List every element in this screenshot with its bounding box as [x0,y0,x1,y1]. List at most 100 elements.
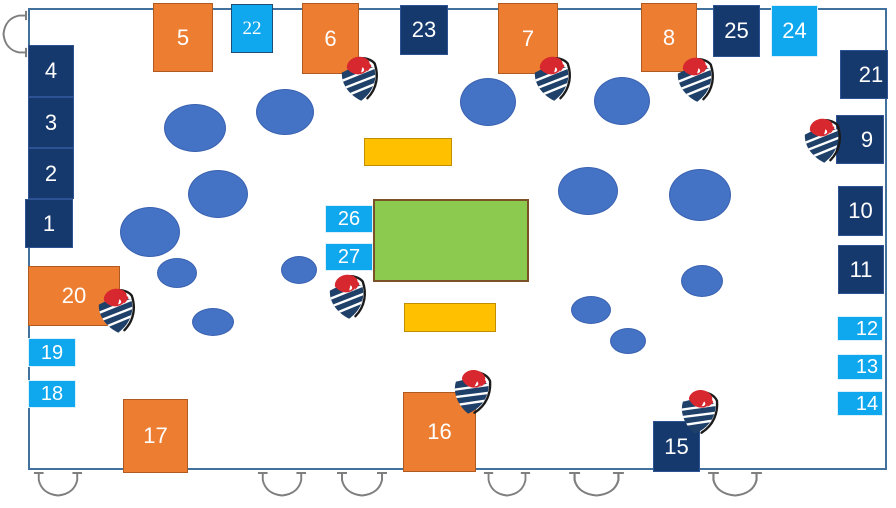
numbered-box-2: 2 [28,148,74,199]
eagle-cheek [554,67,558,73]
chair-ellipse [120,207,180,257]
box-number-label: 19 [40,341,64,364]
door-symbol [33,472,83,498]
eagle-beak [479,378,485,387]
box-number-label: 13 [855,356,879,378]
eagle-shield-icon [448,365,494,418]
eagle-head [809,118,835,137]
eagle-head [461,370,487,388]
eagle-head [103,288,129,307]
eagle-beak [366,63,371,72]
eagle-cheek [824,129,828,135]
numbered-box-21: 21 [840,50,888,99]
eagle-cheek [697,68,701,74]
box-number-label: 2 [44,160,58,186]
yellow-table-top [364,138,452,166]
eagle-beak [123,295,128,304]
numbered-box-22: 22 [231,4,273,53]
eagle-beak [706,398,712,407]
chair-ellipse [571,296,611,324]
numbered-box-24: 24 [771,5,818,57]
numbered-box-23: 23 [400,5,448,55]
door-symbol [483,472,531,498]
box-number-label: 3 [44,109,58,135]
eagle-cheek [701,401,706,407]
eagle-beak [702,64,707,73]
chair-ellipse [188,170,248,218]
chair-ellipse [256,89,314,135]
eagle-head [682,57,708,76]
eagle-beak [829,125,834,134]
box-number-label: 8 [662,24,676,50]
numbered-box-10: 10 [838,186,883,236]
eagle-head [346,56,372,75]
yellow-table-bottom [404,303,496,332]
box-number-label: 12 [855,317,879,340]
eagle-cheek [349,285,353,291]
box-number-label: 20 [61,283,87,308]
chair-ellipse [558,167,618,215]
door-symbol [257,472,307,498]
eagle-shield-icon [94,285,139,337]
numbered-box-27: 27 [325,243,373,271]
numbered-box-1: 1 [25,199,73,248]
chair-ellipse [681,265,723,297]
box-number-label: 18 [40,383,64,405]
chair-ellipse [192,308,234,336]
eagle-cheek [474,381,479,387]
box-number-label: 6 [324,25,337,51]
numbered-box-11: 11 [838,245,884,294]
eagle-shield-icon [325,271,370,323]
box-number-label: 23 [411,17,437,42]
numbered-box-13: 13 [837,354,883,380]
door-symbol [336,472,388,498]
numbered-box-17: 17 [123,399,188,473]
numbered-box-25: 25 [713,5,760,57]
chair-ellipse [594,77,650,125]
chair-ellipse [669,169,731,221]
door-symbol [707,472,763,498]
chair-ellipse [281,256,317,284]
eagle-shield-icon [530,53,575,105]
box-number-label: 9 [860,126,874,152]
box-number-label: 4 [44,58,58,83]
green-table [373,199,529,282]
chair-ellipse [610,328,646,354]
box-number-label: 1 [42,210,56,236]
eagle-beak [559,63,564,72]
eagle-cheek [118,299,122,305]
box-number-label: 16 [427,419,452,444]
box-number-label: 7 [521,25,535,51]
box-number-label: 15 [664,433,689,459]
box-number-label: 17 [143,423,168,448]
box-number-label: 14 [855,392,879,415]
numbered-box-5: 5 [153,3,213,72]
eagle-head [334,274,360,293]
chair-ellipse [157,258,197,288]
eagle-head [688,390,714,408]
box-number-label: 24 [782,18,807,43]
eagle-shield-icon [800,115,845,167]
box-number-label: 5 [176,24,190,50]
numbered-box-3: 3 [28,97,74,148]
numbered-box-14: 14 [837,391,883,416]
box-number-label: 25 [724,18,749,43]
numbered-box-19: 19 [28,338,76,367]
door-symbol [568,472,625,498]
box-number-label: 22 [242,18,262,39]
box-number-label: 11 [849,256,873,282]
eagle-shield-icon [675,385,721,438]
box-number-label: 26 [337,208,361,230]
chair-ellipse [164,104,226,152]
box-number-label: 27 [337,246,361,268]
numbered-box-26: 26 [325,205,373,233]
numbered-box-18: 18 [28,380,76,408]
numbered-box-4: 4 [28,45,74,97]
box-number-label: 21 [858,61,884,87]
box-number-label: 10 [848,198,873,223]
chair-ellipse [460,78,516,126]
eagle-cheek [361,67,365,73]
eagle-beak [354,281,359,290]
eagle-head [539,56,565,75]
